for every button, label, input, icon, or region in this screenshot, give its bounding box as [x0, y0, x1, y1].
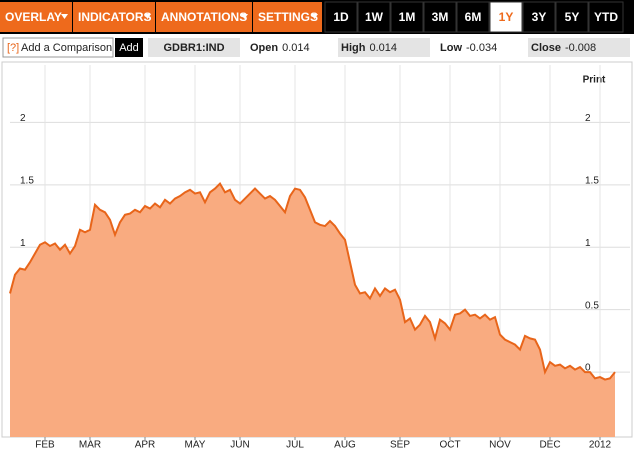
- x-tick-label: 2012: [589, 440, 612, 451]
- quote-label: Close: [531, 42, 561, 54]
- ticker: GDBR1:IND: [163, 42, 224, 54]
- range-label: 1D: [333, 10, 349, 24]
- help-icon[interactable]: [?]: [7, 42, 19, 54]
- y-tick-label: 2: [20, 113, 26, 124]
- quote-label: Low: [440, 42, 462, 54]
- menu-label: OVERLAY: [5, 10, 62, 24]
- range-label: 3M: [432, 10, 449, 24]
- print-link[interactable]: Print: [583, 75, 606, 86]
- quote-value: -0.034: [466, 42, 497, 54]
- x-tick-label: AUG: [334, 440, 356, 451]
- x-tick-label: MAR: [79, 440, 101, 451]
- x-tick-label: DEC: [539, 440, 560, 451]
- dropdown-arrow: [144, 14, 151, 19]
- x-tick-label: JUL: [286, 440, 304, 451]
- range-button[interactable]: [357, 1, 391, 33]
- range-label: 5Y: [565, 10, 580, 24]
- x-tick-label: MAY: [185, 440, 206, 451]
- range-label: 3Y: [532, 10, 547, 24]
- add-button[interactable]: [115, 38, 143, 57]
- menu-label: ANNOTATIONS: [161, 10, 247, 24]
- menu-button[interactable]: [0, 2, 72, 32]
- quote-value: 0.014: [282, 42, 310, 54]
- y-tick-label: 1: [20, 238, 26, 249]
- comparison-input[interactable]: [2, 37, 114, 58]
- line: [9, 181, 616, 381]
- range-label: 1W: [365, 10, 384, 24]
- range-button[interactable]: [390, 1, 424, 33]
- add-button-label: Add: [119, 42, 139, 54]
- y-tick-label: 1: [585, 238, 591, 249]
- x-tick-label: SEP: [390, 440, 410, 451]
- range-button[interactable]: [423, 1, 457, 33]
- range-label: 6M: [465, 10, 482, 24]
- quote-value: -0.008: [565, 42, 596, 54]
- y-tick-label: 2: [585, 113, 591, 124]
- x-tick-label: JUN: [230, 440, 249, 451]
- menu-label: SETTINGS: [258, 10, 318, 24]
- quote-box: [338, 38, 430, 57]
- dropdown-arrow: [241, 14, 248, 19]
- quote-label: Open: [250, 42, 278, 54]
- range-button[interactable]: [522, 1, 556, 33]
- x-tick-label: OCT: [439, 440, 460, 451]
- range-label: 1M: [399, 10, 416, 24]
- range-label: 1Y: [499, 10, 514, 24]
- range-label: YTD: [594, 10, 618, 24]
- range-button[interactable]: [489, 1, 523, 33]
- dropdown-arrow: [61, 14, 68, 19]
- area: [10, 183, 615, 437]
- menu-button[interactable]: [73, 2, 155, 32]
- x-tick-label: FEB: [35, 440, 55, 451]
- ticker-box: [148, 38, 240, 57]
- range-button[interactable]: [555, 1, 589, 33]
- y-tick-label: 1.5: [20, 175, 34, 186]
- menu-label: INDICATORS: [78, 10, 152, 24]
- quote-box: [528, 38, 630, 57]
- range-button[interactable]: [324, 1, 358, 33]
- y-tick-label: 0: [585, 363, 591, 374]
- menu-button[interactable]: [253, 2, 322, 32]
- x-tick-label: APR: [135, 440, 156, 451]
- comparison-placeholder: Add a Comparison: [21, 42, 112, 54]
- dropdown-arrow: [311, 14, 318, 19]
- x-tick-label: NOV: [489, 440, 511, 451]
- quote-label: High: [341, 42, 366, 54]
- y-tick-label: 0.5: [585, 300, 599, 311]
- quote-value: 0.014: [369, 42, 397, 54]
- range-button[interactable]: [588, 1, 624, 33]
- range-button[interactable]: [456, 1, 490, 33]
- menu-button[interactable]: [156, 2, 252, 32]
- y-tick-label: 1.5: [585, 175, 599, 186]
